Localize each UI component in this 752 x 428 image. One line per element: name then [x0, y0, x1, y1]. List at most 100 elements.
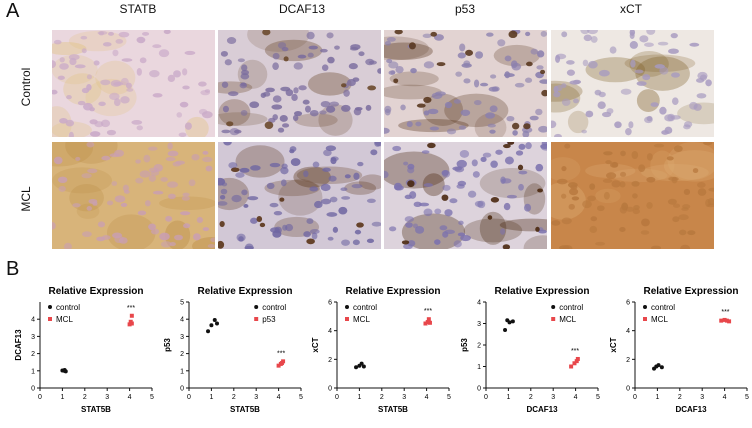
cell-nucleus	[673, 145, 683, 152]
cell-nucleus	[183, 223, 191, 229]
cell-nucleus	[629, 30, 636, 36]
scatter-chart-5: Relative Expression 0 1 2 3 4 5 0 2 4 6 DCAF13 xCT co…	[609, 286, 749, 414]
cell-nucleus	[97, 221, 106, 228]
cell-nucleus	[422, 33, 432, 39]
cell-nucleus	[609, 46, 617, 54]
stain-region	[624, 54, 696, 73]
data-point-mcl	[727, 319, 732, 324]
positive-nucleus	[523, 123, 531, 130]
cell-nucleus	[480, 156, 487, 162]
data-point-control	[656, 363, 661, 368]
cell-nucleus	[87, 168, 98, 174]
data-point-control	[659, 365, 664, 370]
cell-nucleus	[489, 105, 498, 113]
cell-nucleus	[81, 48, 87, 54]
cell-nucleus	[81, 87, 90, 94]
cell-nucleus	[650, 102, 659, 107]
cell-nucleus	[504, 55, 512, 62]
cell-nucleus	[556, 84, 563, 92]
stain-region	[264, 179, 320, 197]
cell-nucleus	[689, 42, 700, 47]
cell-nucleus	[561, 165, 567, 172]
x-tick-label: 0	[633, 394, 637, 401]
x-tick-label: 4	[723, 394, 727, 401]
cell-nucleus	[184, 122, 192, 130]
column-label-p53: p53	[454, 2, 476, 16]
cell-nucleus	[179, 101, 189, 108]
positive-nucleus	[230, 167, 240, 172]
y-tick-label: 4	[31, 317, 35, 324]
cell-nucleus	[490, 74, 497, 79]
cell-nucleus	[619, 181, 626, 188]
cell-nucleus	[341, 196, 351, 200]
cell-nucleus	[290, 158, 301, 166]
stain-region	[307, 72, 352, 96]
cell-nucleus	[421, 150, 430, 154]
cell-nucleus	[182, 85, 190, 90]
cell-nucleus	[158, 49, 170, 58]
x-tick-label: 3	[105, 394, 109, 401]
positive-nucleus	[503, 143, 511, 149]
cell-nucleus	[636, 81, 647, 86]
y-tick-label: 0	[626, 386, 630, 393]
cell-nucleus	[327, 56, 335, 64]
cell-nucleus	[182, 192, 190, 197]
positive-nucleus	[219, 220, 225, 228]
significance-label: ***	[424, 308, 432, 315]
cell-nucleus	[320, 100, 331, 108]
cell-nucleus	[89, 107, 95, 112]
cell-nucleus	[460, 109, 471, 116]
cell-nucleus	[191, 153, 200, 161]
cell-nucleus	[66, 94, 72, 100]
y-tick-label: 0	[31, 386, 35, 393]
cell-nucleus	[350, 44, 361, 50]
cell-nucleus	[646, 201, 653, 209]
ihc-image-mcl-p53	[384, 142, 547, 249]
cell-nucleus	[69, 57, 77, 66]
cell-nucleus	[237, 58, 245, 63]
cell-nucleus	[561, 83, 567, 88]
stain-region	[479, 167, 546, 199]
cell-nucleus	[561, 217, 572, 225]
positive-nucleus	[508, 30, 518, 39]
cell-nucleus	[106, 200, 114, 206]
cell-nucleus	[415, 121, 422, 127]
x-tick-label: 5	[150, 394, 154, 401]
scatter-chart-3: Relative Expression 0 1 2 3 4 5 0 2 4 6 STAT5B xCT co…	[311, 286, 451, 414]
cell-nucleus	[632, 208, 640, 215]
x-tick-label: 0	[38, 394, 42, 401]
legend-label: MCL	[56, 315, 73, 324]
cell-nucleus	[589, 183, 596, 190]
x-tick-label: 3	[254, 394, 258, 401]
cell-nucleus	[113, 98, 121, 107]
cell-nucleus	[98, 31, 105, 36]
data-point-control	[62, 368, 67, 373]
stain-region	[52, 121, 92, 137]
positive-nucleus	[341, 83, 347, 88]
cell-nucleus	[514, 82, 525, 88]
cell-nucleus	[272, 95, 282, 103]
x-tick-label: 5	[596, 394, 600, 401]
cell-nucleus	[582, 200, 592, 209]
y-axis-label: DCAF13	[14, 329, 23, 361]
cell-nucleus	[518, 170, 528, 175]
cell-nucleus	[564, 143, 571, 149]
cell-nucleus	[227, 91, 239, 97]
cell-nucleus	[458, 125, 467, 130]
x-tick-label: 0	[484, 394, 488, 401]
ihc-image-mcl-xct	[551, 142, 714, 249]
stain-region	[296, 166, 363, 185]
cell-nucleus	[634, 69, 644, 74]
x-tick-label: 2	[529, 394, 533, 401]
cell-nucleus	[265, 87, 275, 93]
cell-nucleus	[281, 46, 289, 52]
x-tick-label: 4	[574, 394, 578, 401]
cell-nucleus	[458, 220, 464, 226]
significance-label: ***	[277, 350, 285, 357]
cell-nucleus	[642, 74, 651, 81]
y-axis-label: xCT	[609, 337, 618, 352]
cell-nucleus	[80, 35, 88, 40]
cell-nucleus	[666, 156, 674, 161]
cell-nucleus	[582, 59, 589, 67]
cell-nucleus	[392, 145, 402, 152]
